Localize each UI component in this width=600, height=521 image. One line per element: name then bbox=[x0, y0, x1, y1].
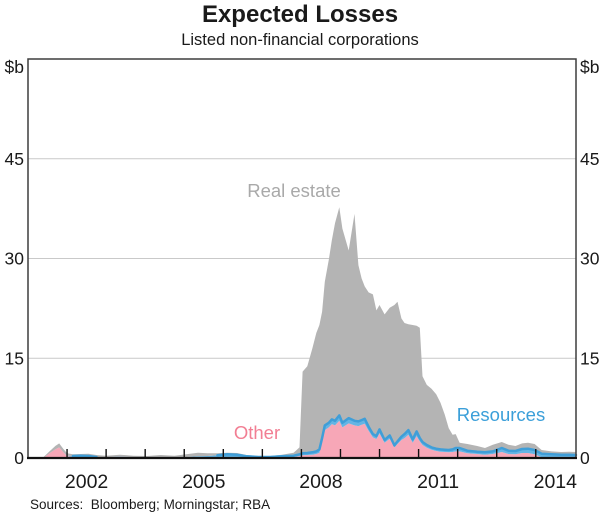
page-title: Expected Losses bbox=[201, 1, 399, 28]
x-tick-label: 2014 bbox=[534, 471, 578, 493]
x-axis-labels: 2002 2005 2008 2011 2014 bbox=[65, 471, 577, 493]
area-other bbox=[43, 420, 577, 458]
y-tick-label-right: 15 bbox=[580, 348, 599, 368]
series-label-other: Other bbox=[234, 422, 280, 443]
areas bbox=[43, 207, 577, 458]
area-real-estate bbox=[43, 207, 577, 458]
unit-label-right: $b bbox=[580, 57, 599, 77]
y-tick-label-right: 0 bbox=[580, 448, 590, 468]
y-tick-label-left: 30 bbox=[5, 249, 25, 269]
sources-note: Sources: Bloomberg; Morningstar; RBA bbox=[30, 497, 271, 512]
y-tick-label-left: 0 bbox=[14, 448, 24, 468]
x-ticks bbox=[66, 449, 537, 457]
series-label-real-estate: Real estate bbox=[247, 180, 341, 201]
x-tick-label: 2011 bbox=[417, 471, 459, 493]
y-tick-label-left: 45 bbox=[5, 149, 24, 169]
y-axis-labels: 0 0 15 15 30 30 45 45 bbox=[5, 149, 600, 468]
series-label-resources: Resources bbox=[457, 404, 545, 425]
chart-subtitle: Listed non-financial corporations bbox=[181, 31, 419, 49]
unit-label-left: $b bbox=[5, 57, 24, 77]
y-tick-label-left: 15 bbox=[5, 348, 24, 368]
plot-frame bbox=[27, 58, 577, 460]
resources-line-segment bbox=[71, 454, 98, 459]
y-tick-label-right: 30 bbox=[580, 249, 600, 269]
resources-line bbox=[71, 414, 578, 459]
resources-line-segment bbox=[216, 414, 578, 459]
y-tick-label-right: 45 bbox=[580, 149, 599, 169]
x-tick-label: 2002 bbox=[65, 471, 108, 493]
x-tick-label: 2005 bbox=[182, 471, 226, 493]
gridlines bbox=[28, 158, 576, 359]
x-tick-label: 2008 bbox=[299, 471, 342, 493]
